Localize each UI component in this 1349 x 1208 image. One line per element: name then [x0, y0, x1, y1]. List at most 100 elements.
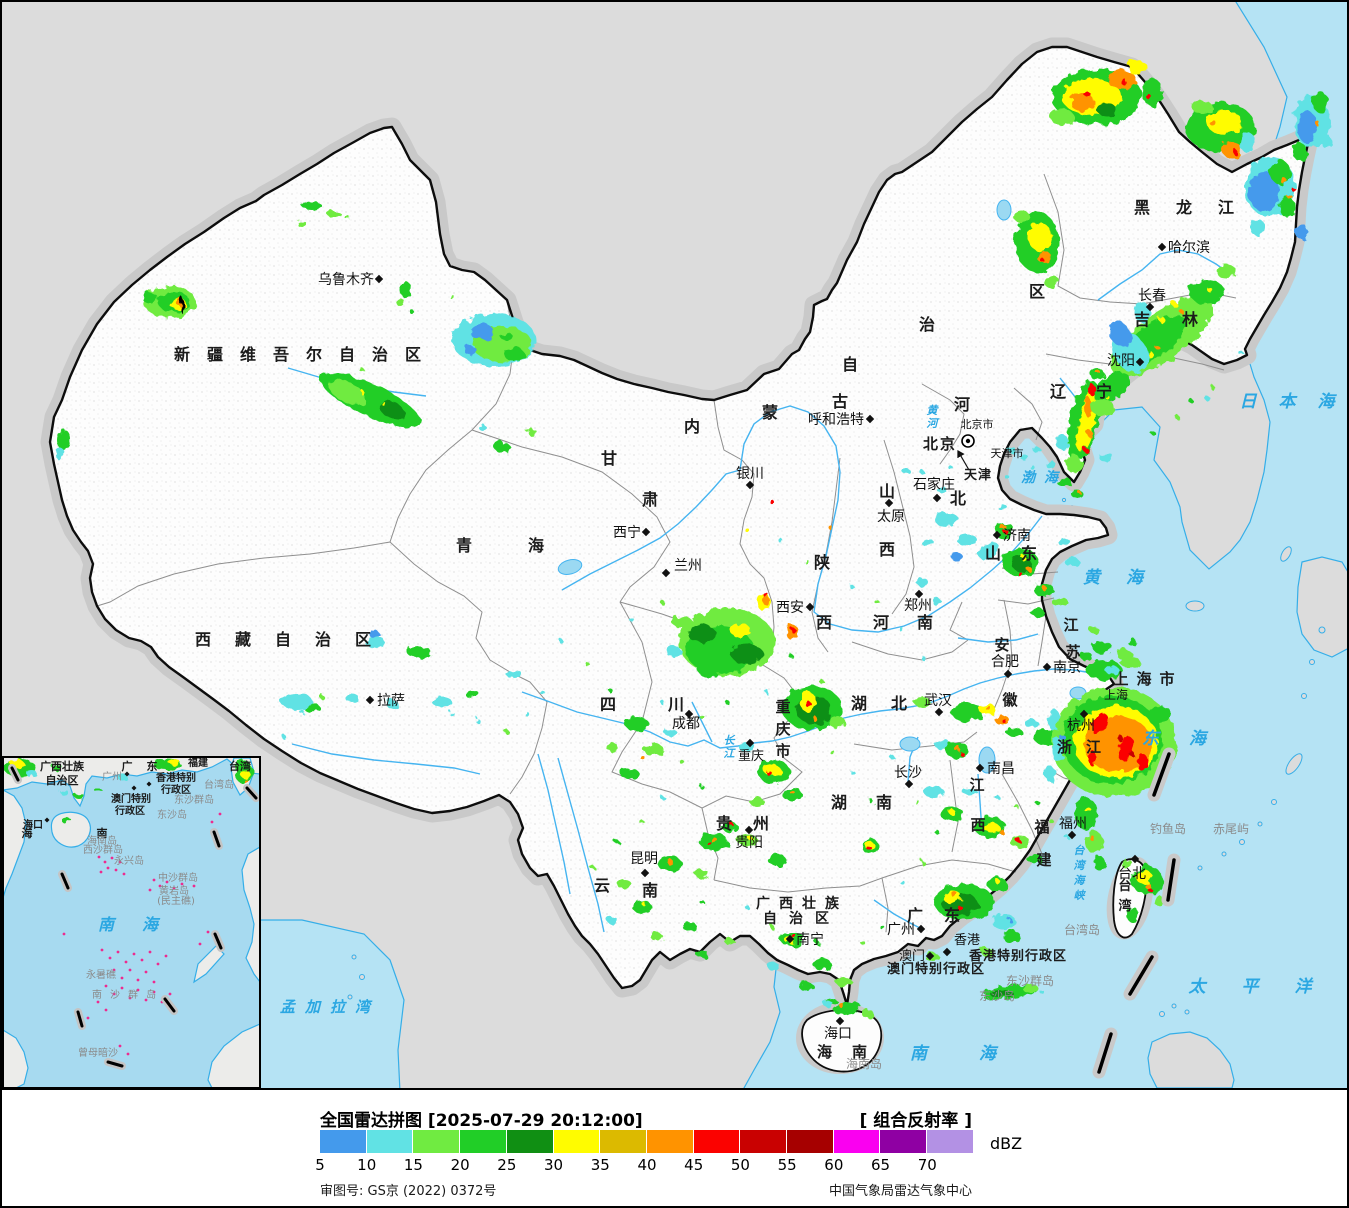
- inset-label: 行政区: [160, 783, 191, 796]
- province-label: 黑龙江: [1134, 198, 1260, 217]
- colorbar-segment: [600, 1130, 646, 1153]
- capital-symbol: [961, 434, 975, 448]
- province-label: 重庆市: [775, 698, 790, 760]
- province-label: 湖南: [831, 793, 921, 812]
- province-label: 安: [994, 636, 1009, 654]
- city-label: 成都: [672, 716, 700, 732]
- hainan-taiwan: [796, 856, 1154, 1074]
- province-label: 台湾: [1118, 878, 1131, 914]
- colorbar-segment: [927, 1130, 973, 1153]
- city-label: 郑州: [904, 598, 932, 614]
- inset-label: 海: [22, 826, 33, 840]
- inset-island-label: 东沙群岛: [174, 793, 214, 806]
- colorbar-segment: [460, 1130, 506, 1153]
- province-label: 河: [954, 395, 970, 414]
- colorbar-tick: 20: [450, 1156, 470, 1174]
- colorbar-tick: 65: [871, 1156, 891, 1174]
- inset-label: 福建: [187, 756, 209, 769]
- city-label: 合肥: [991, 654, 1019, 670]
- province-label: 西: [970, 816, 985, 834]
- province-label: 陕: [814, 553, 830, 572]
- radar-echoes: [55, 60, 1332, 1018]
- city-label: 昆明: [630, 851, 658, 867]
- province-label: 广西壮族: [756, 895, 848, 912]
- city-label: 海口: [824, 1026, 852, 1042]
- colorbar-segment: [320, 1130, 366, 1153]
- city-label: 沈阳: [1107, 353, 1135, 369]
- colorbar-tick: 45: [684, 1156, 704, 1174]
- sea-label: 黄河: [927, 404, 941, 430]
- province-label: 北: [950, 489, 966, 508]
- province-label: 江: [1063, 616, 1078, 634]
- city-label: 澳门: [899, 948, 925, 964]
- city-label: 太原: [877, 509, 905, 525]
- colorbar-segment: [740, 1130, 787, 1153]
- colorbar: [320, 1130, 974, 1153]
- province-label: 内: [684, 417, 700, 436]
- source-credit: 中国气象局雷达气象中心: [828, 1184, 972, 1199]
- city-label: 哈尔滨: [1168, 240, 1210, 256]
- product-name: [ 组合反射率 ]: [859, 1111, 972, 1131]
- island-label: 钓鱼岛: [1150, 821, 1186, 836]
- city-label: 台北: [1118, 866, 1146, 882]
- map-title: 全国雷达拼图 [2025-07-29 20:12:00]: [320, 1111, 643, 1131]
- inset-label: 广西壮族: [40, 759, 85, 773]
- inset-label: 东: [147, 759, 158, 773]
- city-marker: [641, 527, 651, 537]
- city-label: 南昌: [987, 761, 1015, 777]
- inset-island-label: 中沙群岛: [158, 871, 198, 884]
- island-label: 台湾岛: [1064, 922, 1100, 937]
- colorbar-segment: [506, 1130, 553, 1153]
- sea-label: 南海: [910, 1044, 1048, 1064]
- colorbar-tick: 35: [590, 1156, 610, 1174]
- province-label: 海南: [817, 1043, 887, 1061]
- province-label: 澳门特别行政区: [887, 961, 985, 977]
- colorbar-segment: [553, 1130, 600, 1153]
- city-marker: [661, 568, 671, 578]
- province-label: 四川: [600, 695, 736, 714]
- city-marker: [1135, 357, 1145, 367]
- city-marker: [942, 947, 952, 957]
- inset-label: 香港特别: [156, 771, 196, 784]
- sea-label: 长江: [724, 734, 737, 760]
- province-label: 古: [832, 392, 848, 411]
- city-label: 石家庄: [913, 476, 955, 493]
- city-marker: [835, 1016, 845, 1026]
- inset-city-marker: [124, 771, 130, 777]
- province-label: 湖北: [851, 694, 931, 713]
- colorbar-tick: 50: [730, 1156, 750, 1174]
- province-label: 江: [969, 776, 984, 794]
- city-marker: [374, 274, 384, 284]
- province-label: 广东: [907, 906, 981, 925]
- city-marker: [745, 738, 755, 748]
- island-label: 东沙岛: [979, 988, 1015, 1003]
- colorbar-tick: 55: [777, 1156, 797, 1174]
- province-label: 青海: [456, 536, 600, 555]
- sea-label: 日本海: [1240, 392, 1348, 412]
- city-marker: [884, 498, 894, 508]
- city-label: 武汉: [924, 693, 952, 709]
- city-marker: [904, 779, 914, 789]
- map-area: 新疆维吾尔自治区 西藏自治区 青海甘肃内蒙古自治区河北山西陕西河南 山东江苏安徽湖北湖…: [2, 2, 1348, 1093]
- city-marker: [1130, 854, 1140, 864]
- inset-island-label: 台湾岛: [204, 778, 234, 791]
- province-label: 徽: [1001, 691, 1018, 709]
- inset-label: 行政区: [114, 804, 145, 817]
- inset-label: 广: [122, 759, 133, 773]
- admin-label: 上海: [1104, 687, 1128, 702]
- inset-label: 台湾: [229, 759, 251, 773]
- sea-label: 孟加拉湾: [280, 998, 380, 1016]
- city-marker: [684, 709, 694, 719]
- city-marker: [805, 602, 815, 612]
- province-label: 浙江: [1057, 738, 1115, 756]
- inset-label: 南: [97, 826, 108, 840]
- city-marker: [1042, 662, 1052, 672]
- city-label: 西宁: [613, 524, 641, 541]
- national-border: [48, 45, 1311, 1007]
- city-label: 西安: [776, 600, 804, 616]
- sea-label: 太平洋: [1188, 977, 1348, 997]
- province-label: 福: [1033, 818, 1049, 836]
- colorbar-segment: [833, 1130, 880, 1153]
- inset-island-label: 海南岛: [87, 834, 117, 847]
